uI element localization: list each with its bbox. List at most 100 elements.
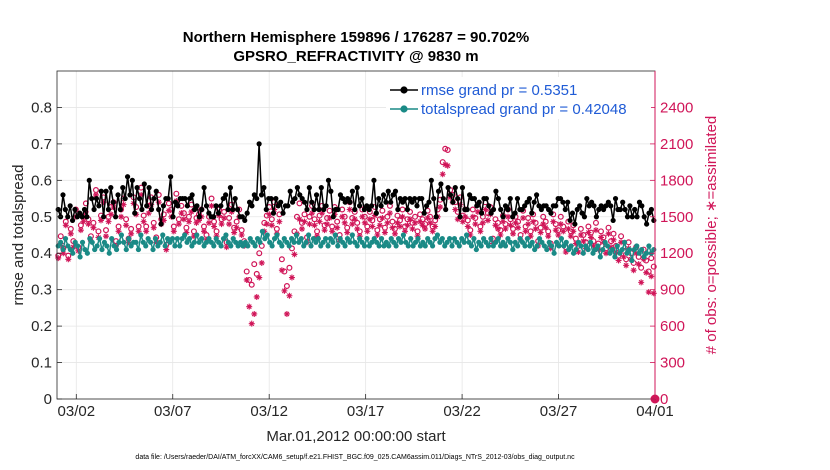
rmse-point	[263, 206, 269, 213]
rmse-point	[428, 177, 434, 183]
assimilated-obs-marker	[479, 219, 486, 226]
rmse-point	[584, 195, 590, 202]
assimilated-obs-marker	[512, 219, 519, 226]
assimilated-obs-marker	[515, 224, 522, 231]
rmse-point	[55, 206, 61, 213]
assimilated-obs-marker	[597, 234, 604, 241]
assimilated-obs-marker	[118, 213, 125, 220]
possible-obs-marker	[102, 227, 109, 234]
assimilated-obs-marker	[545, 233, 552, 240]
assimilated-obs-marker	[560, 228, 567, 235]
totalspread-point	[398, 239, 404, 245]
totalspread-point	[442, 243, 448, 249]
totalspread-point	[359, 239, 365, 245]
totalspread-point	[395, 236, 402, 242]
assimilated-obs-marker	[484, 217, 491, 224]
rmse-point	[67, 203, 73, 209]
assimilated-obs-marker	[650, 290, 657, 297]
possible-obs-marker	[243, 268, 250, 275]
possible-obs-marker	[592, 219, 599, 226]
totalspread-point	[87, 236, 93, 242]
assimilated-obs-marker	[464, 223, 471, 230]
rmse-point	[459, 185, 466, 191]
totalspread-point	[575, 239, 582, 245]
totalspread-point	[485, 243, 492, 249]
totalspread-point	[566, 246, 572, 253]
rmse-point	[139, 206, 145, 213]
totalspread-point	[609, 246, 616, 253]
rmse-point	[328, 188, 334, 194]
assimilated-obs-marker	[452, 206, 459, 213]
rmse-point	[122, 195, 128, 202]
possible-obs-marker	[597, 228, 604, 235]
totalspread-point	[614, 243, 620, 249]
rmse-point	[69, 217, 76, 224]
totalspread-point	[182, 232, 188, 238]
possible-obs-marker	[256, 250, 263, 257]
totalspread-point	[408, 236, 414, 242]
assimilated-obs-marker	[424, 214, 431, 221]
rmse-point	[91, 206, 97, 213]
assimilated-obs-marker	[309, 210, 316, 217]
rmse-point	[500, 214, 506, 220]
totalspread-point	[199, 236, 205, 242]
totalspread-point	[259, 228, 266, 234]
totalspread-point	[646, 243, 652, 249]
assimilated-obs-marker	[248, 320, 255, 327]
totalspread-point	[254, 236, 261, 242]
possible-obs-marker	[286, 264, 293, 271]
totalspread-point	[529, 239, 535, 245]
totalspread-point	[626, 246, 633, 253]
totalspread-point	[444, 239, 450, 245]
rmse-point	[301, 199, 308, 205]
totalspread-point	[157, 239, 163, 245]
x-tick-label: 04/01	[636, 403, 674, 420]
totalspread-point	[405, 243, 411, 249]
totalspread-point	[335, 243, 341, 249]
assimilated-obs-marker	[326, 214, 333, 221]
assimilated-obs-marker	[580, 238, 587, 245]
rmse-point	[629, 214, 635, 220]
totalspread-point	[184, 239, 190, 245]
rmse-point	[153, 188, 159, 194]
totalspread-point	[446, 236, 453, 242]
assimilated-obs-marker	[90, 224, 97, 231]
totalspread-point	[169, 236, 176, 242]
totalspread-point	[308, 243, 314, 249]
rmse-point	[562, 206, 568, 213]
assimilated-obs-marker	[102, 233, 109, 240]
rmse-point	[632, 206, 638, 213]
assimilated-obs-marker	[344, 229, 351, 236]
totalspread-point	[211, 243, 217, 249]
totalspread-point	[152, 236, 159, 242]
y-axis-label-right: # of obs: o=possible; ∗=assimilated	[703, 116, 720, 355]
rmse-point	[258, 192, 265, 198]
assimilated-obs-marker	[620, 253, 627, 260]
rmse-point	[160, 203, 167, 209]
totalspread-point	[225, 239, 231, 245]
totalspread-point	[573, 246, 579, 253]
totalspread-point	[242, 239, 248, 245]
assimilated-obs-marker	[497, 232, 504, 238]
rmse-point	[404, 206, 411, 213]
totalspread-point	[330, 239, 336, 245]
totalspread-point	[109, 236, 115, 242]
assimilated-obs-marker	[527, 233, 534, 240]
assimilated-obs-marker	[314, 233, 321, 240]
y-tick-label-left: 0.8	[31, 99, 52, 116]
rmse-point	[230, 206, 236, 213]
totalspread-point	[422, 243, 428, 249]
totalspread-point	[483, 239, 489, 245]
possible-obs-marker	[160, 211, 167, 218]
totalspread-point	[167, 239, 173, 245]
rmse-point	[352, 206, 358, 213]
legend-spread-marker	[400, 105, 408, 113]
rmse-point	[617, 206, 623, 213]
rmse-point	[306, 185, 312, 191]
possible-obs-marker	[253, 270, 260, 277]
totalspread-point	[271, 236, 278, 242]
rmse-point	[553, 203, 559, 209]
possible-obs-marker	[283, 283, 290, 290]
totalspread-point	[223, 232, 229, 238]
assimilated-obs-marker	[432, 223, 439, 230]
